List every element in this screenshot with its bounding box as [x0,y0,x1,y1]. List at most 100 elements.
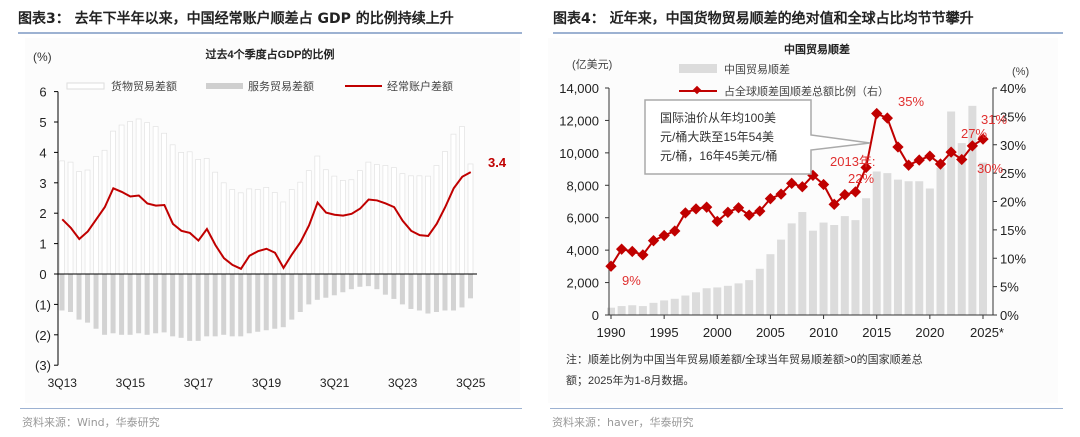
goods-bar [271,192,278,275]
share-marker [977,133,989,145]
services-bar [374,274,380,290]
trade-surplus-bar [670,298,679,315]
services-bar [68,274,74,312]
right-y2-unit: (%) [1012,66,1029,78]
services-bar [442,274,448,311]
trade-surplus-bar [649,302,658,315]
right-x-tick-label: 2025* [970,325,1004,340]
share-marker [701,201,713,213]
left-y-tick-label: 2 [39,206,46,221]
trade-surplus-bar [883,173,892,315]
right-y-tick-label: 4,000 [566,243,599,258]
trade-surplus-bar [766,254,775,315]
left-chart-title: 过去4个季度占GDP的比例 [206,47,335,61]
goods-bar [101,149,108,275]
services-bar [399,274,405,305]
trade-surplus-bar [723,285,732,315]
left-x-tick-label: 3Q19 [252,376,282,390]
goods-bar [263,187,270,275]
legend-current-label: 经常账户差额 [387,79,453,93]
legend-line-label: 占全球顺差国顺差总额比例（右） [724,84,889,98]
share-marker [913,154,925,166]
share-marker [626,245,638,258]
goods-bar [67,161,74,275]
share-marker [775,188,787,200]
services-bar [119,274,125,335]
share-marker [711,215,723,228]
goods-bar [229,189,236,275]
left-x-tick-label: 3Q15 [116,376,146,390]
services-bar [382,274,388,295]
left-y-tick-label: 3 [39,176,46,191]
goods-bar [152,126,159,275]
trade-surplus-bar [702,288,711,315]
services-bar [238,274,244,337]
trade-surplus-bar [936,167,945,315]
right-x-tick-label: 2000 [703,325,732,340]
right-y2-tick-label: 10% [1000,251,1026,266]
goods-bar [127,121,133,275]
goods-bar [339,180,346,275]
share-marker [892,141,904,153]
right-y2-tick-label: 20% [1000,195,1026,210]
goods-bar [450,133,457,275]
trade-surplus-bar [957,143,966,315]
trade-surplus-bar [979,162,987,315]
share-marker [754,205,766,217]
goods-bar [169,144,176,275]
services-bar [161,274,167,333]
share-marker [690,203,702,215]
services-bar [365,274,371,287]
share-marker [796,181,808,193]
share-annotation: 27% [961,126,987,141]
share-marker [786,177,798,189]
share-annotation: 9% [622,273,641,288]
right-y-tick-label: 2,000 [566,276,599,291]
trade-surplus-bar [745,280,754,315]
share-annotation: 31% [981,112,1007,127]
goods-bar [246,188,253,275]
right-figure-title: 图表4： 近年来，中国货物贸易顺差的绝对值和全球占比均节节攀升 [553,11,974,27]
services-bar [391,274,397,299]
right-y-tick-label: 8,000 [566,178,599,193]
services-bar [433,274,439,312]
legend-goods-label: 货物贸易差额 [111,79,177,93]
share-marker [828,198,840,210]
goods-bar [144,122,150,275]
trade-surplus-bar [617,306,626,315]
share-marker [966,140,979,152]
goods-bar [237,192,244,275]
services-bar [59,274,65,311]
trade-surplus-bar [968,105,977,315]
left-y-tick-label: 5 [39,115,46,130]
services-bar [323,274,329,298]
right-y2-tick-label: 25% [1000,166,1026,181]
services-bar [314,274,320,300]
right-y-tick-label: 10,000 [559,146,599,161]
goods-bar [186,151,193,275]
trade-surplus-bar [862,198,871,315]
goods-bar [425,175,431,275]
goods-bar [322,169,329,275]
goods-bar [357,170,363,275]
left-x-tick-label: 3Q21 [320,376,350,390]
share-marker [849,186,862,198]
goods-bar [408,175,414,275]
services-bar [459,274,465,308]
right-x-tick-label: 1990 [597,325,626,340]
right-note-line-1: 注：顺差比例为中国当年贸易顺差额/全球当年贸易顺差额>0的国家顺差总 [566,352,923,366]
right-y-unit: (亿美元) [572,58,612,71]
goods-bar [178,152,185,275]
goods-bar [118,124,125,275]
trade-surplus-bar [893,179,902,315]
current-account-last-label: 3.4 [488,155,507,170]
goods-bar [459,126,465,275]
right-y2-tick-label: 30% [1000,138,1026,153]
trade-surplus-bar [798,212,807,315]
trade-surplus-bar [713,287,722,315]
trade-surplus-bar [840,216,849,315]
trade-surplus-bar [904,181,913,315]
services-bar [263,274,269,331]
goods-bar [467,163,474,275]
share-marker [637,249,649,261]
